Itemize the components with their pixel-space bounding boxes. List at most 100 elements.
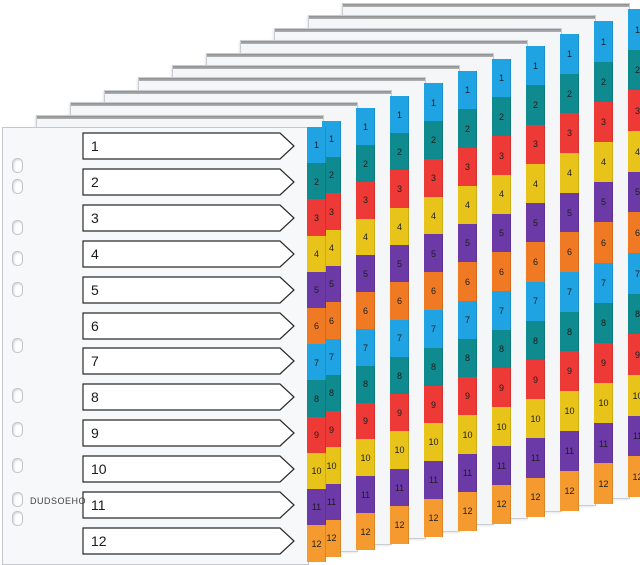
tab-10[interactable]: 10 (356, 439, 375, 477)
tab-12[interactable]: 12 (322, 520, 341, 557)
tab-12[interactable]: 12 (458, 491, 477, 531)
tab-11[interactable]: 11 (492, 445, 511, 486)
tab-6[interactable]: 6 (356, 292, 375, 330)
tab-7[interactable]: 7 (628, 253, 640, 295)
tab-3[interactable]: 3 (492, 136, 511, 176)
tab-5[interactable]: 5 (560, 192, 579, 233)
tab-4[interactable]: 4 (307, 235, 326, 273)
tab-5[interactable]: 5 (322, 265, 341, 303)
tab-12[interactable]: 12 (526, 477, 545, 518)
tab-2[interactable]: 2 (307, 163, 326, 200)
tab-3[interactable]: 3 (356, 181, 375, 220)
tab-2[interactable]: 2 (594, 61, 613, 103)
tab-4[interactable]: 4 (356, 218, 375, 256)
tab-5[interactable]: 5 (628, 171, 640, 213)
tab-9[interactable]: 9 (356, 402, 375, 440)
tab-8[interactable]: 8 (594, 302, 613, 344)
tab-6[interactable]: 6 (560, 232, 579, 273)
index-field-5[interactable]: 5 (82, 275, 296, 304)
tab-10[interactable]: 10 (390, 431, 409, 470)
tab-4[interactable]: 4 (526, 163, 545, 204)
tab-8[interactable]: 8 (322, 374, 341, 412)
tab-8[interactable]: 8 (424, 347, 443, 387)
tab-8[interactable]: 8 (356, 365, 375, 404)
tab-3[interactable]: 3 (322, 193, 341, 231)
index-field-2[interactable]: 2 (82, 168, 296, 196)
tab-6[interactable]: 6 (424, 272, 443, 311)
tab-12[interactable]: 12 (492, 484, 511, 524)
tab-3[interactable]: 3 (307, 199, 326, 237)
tab-10[interactable]: 10 (424, 423, 443, 462)
tab-12[interactable]: 12 (628, 456, 640, 498)
tab-12[interactable]: 12 (560, 470, 579, 511)
tab-9[interactable]: 9 (526, 359, 545, 400)
tab-5[interactable]: 5 (458, 224, 477, 263)
tab-11[interactable]: 11 (424, 461, 443, 500)
tab-11[interactable]: 11 (356, 476, 375, 514)
tab-3[interactable]: 3 (560, 113, 579, 154)
tab-8[interactable]: 8 (458, 338, 477, 378)
tab-11[interactable]: 11 (390, 468, 409, 507)
index-field-9[interactable]: 9 (82, 419, 296, 447)
tab-8[interactable]: 8 (526, 320, 545, 361)
tab-7[interactable]: 7 (594, 262, 613, 304)
tab-5[interactable]: 5 (492, 213, 511, 253)
tab-7[interactable]: 7 (492, 291, 511, 331)
tab-10[interactable]: 10 (560, 391, 579, 432)
tab-10[interactable]: 10 (307, 452, 326, 490)
tab-4[interactable]: 4 (560, 152, 579, 194)
index-field-10[interactable]: 10 (82, 455, 296, 483)
index-field-7[interactable]: 7 (82, 347, 296, 375)
tab-1[interactable]: 1 (390, 95, 409, 134)
tab-6[interactable]: 6 (526, 242, 545, 282)
tab-1[interactable]: 1 (628, 9, 640, 51)
tab-12[interactable]: 12 (594, 463, 613, 505)
tab-5[interactable]: 5 (356, 255, 375, 293)
tab-6[interactable]: 6 (322, 302, 341, 339)
tab-8[interactable]: 8 (492, 329, 511, 369)
tab-11[interactable]: 11 (594, 423, 613, 464)
index-field-8[interactable]: 8 (82, 383, 296, 411)
tab-6[interactable]: 6 (307, 308, 326, 345)
tab-10[interactable]: 10 (628, 375, 640, 417)
tab-4[interactable]: 4 (390, 207, 409, 246)
tab-2[interactable]: 2 (424, 121, 443, 160)
index-field-12[interactable]: 12 (82, 527, 296, 555)
tab-9[interactable]: 9 (458, 377, 477, 416)
tab-8[interactable]: 8 (560, 311, 579, 352)
tab-12[interactable]: 12 (390, 505, 409, 544)
tab-6[interactable]: 6 (628, 212, 640, 254)
tab-7[interactable]: 7 (390, 319, 409, 358)
tab-7[interactable]: 7 (307, 344, 326, 381)
tab-3[interactable]: 3 (594, 101, 613, 143)
tab-11[interactable]: 11 (628, 415, 640, 457)
tab-12[interactable]: 12 (356, 513, 375, 551)
tab-1[interactable]: 1 (492, 58, 511, 98)
tab-11[interactable]: 11 (458, 453, 477, 493)
tab-11[interactable]: 11 (322, 483, 341, 521)
tab-3[interactable]: 3 (424, 158, 443, 198)
tab-7[interactable]: 7 (458, 300, 477, 340)
tab-7[interactable]: 7 (322, 338, 341, 376)
tab-4[interactable]: 4 (458, 185, 477, 225)
tab-3[interactable]: 3 (458, 147, 477, 187)
index-field-3[interactable]: 3 (82, 204, 296, 232)
tab-8[interactable]: 8 (628, 293, 640, 335)
tab-5[interactable]: 5 (526, 203, 545, 243)
tab-9[interactable]: 9 (628, 334, 640, 376)
tab-9[interactable]: 9 (307, 416, 326, 454)
index-field-11[interactable]: 11 (82, 491, 296, 519)
tab-2[interactable]: 2 (356, 145, 375, 183)
tab-5[interactable]: 5 (424, 234, 443, 273)
tab-9[interactable]: 9 (492, 368, 511, 408)
tab-11[interactable]: 11 (526, 438, 545, 479)
tab-3[interactable]: 3 (526, 124, 545, 165)
tab-9[interactable]: 9 (390, 394, 409, 432)
tab-6[interactable]: 6 (492, 252, 511, 292)
tab-1[interactable]: 1 (458, 71, 477, 110)
tab-12[interactable]: 12 (424, 498, 443, 538)
tab-1[interactable]: 1 (424, 83, 443, 122)
tab-7[interactable]: 7 (356, 329, 375, 367)
tab-7[interactable]: 7 (424, 310, 443, 349)
tab-1[interactable]: 1 (356, 108, 375, 146)
